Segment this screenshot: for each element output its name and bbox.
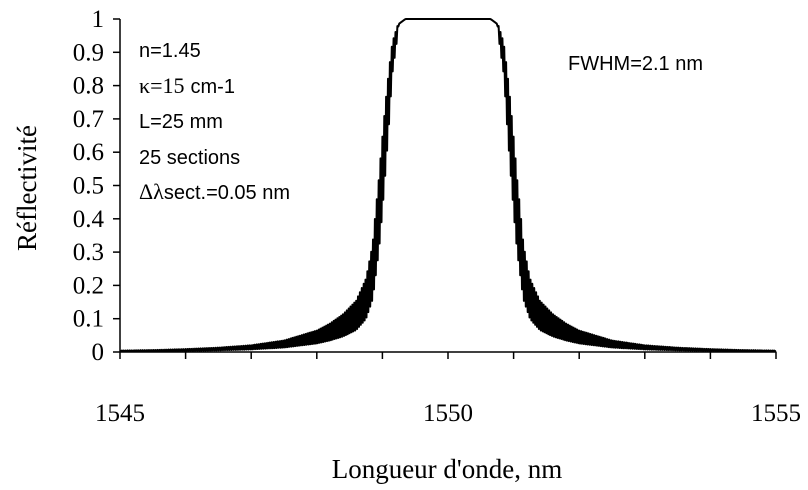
y-axis: 0 0.1 0.2 0.3 0.4 0.5 0.6 0.7 0.8 0.9 1: [73, 6, 121, 366]
refractive-index-label: n=1.45: [139, 40, 201, 62]
y-tick-label: 0.8: [73, 73, 104, 100]
x-axis-title: Longueur d'onde, nm: [332, 454, 563, 484]
fwhm-label: FWHM=2.1 nm: [568, 53, 703, 75]
x-tick-label: 1545: [95, 400, 145, 427]
y-tick-label: 0: [92, 339, 105, 366]
y-tick-label: 0.5: [73, 173, 104, 200]
x-tick-label: 1555: [751, 400, 801, 427]
grating-length-label: L=25 mm: [139, 111, 223, 133]
x-axis: 1545 1550 1555: [95, 351, 801, 427]
y-tick-label: 0.1: [73, 306, 104, 333]
y-tick-label: 0.4: [73, 206, 105, 233]
y-tick-label: 0.6: [73, 139, 104, 166]
kappa-unit: cm-1: [191, 76, 235, 98]
parameter-annotations: n=1.45 κ=15 cm-1 L=25 mm 25 sections Δλse…: [139, 40, 703, 204]
y-tick-label: 1: [92, 6, 105, 33]
y-tick-label: 0.7: [73, 106, 104, 133]
delta-lambda-text: sect.=0.05 nm: [164, 182, 290, 204]
sections-label: 25 sections: [139, 147, 240, 169]
kappa-value: κ=15: [139, 73, 185, 98]
coupling-coefficient-label: κ=15 cm-1: [139, 73, 235, 98]
y-axis-title: Réflectivité: [12, 125, 42, 251]
delta-lambda-symbol: Δλ: [139, 179, 164, 204]
reflectivity-series-line: [119, 18, 777, 353]
delta-lambda-label: Δλsect.=0.05 nm: [139, 179, 290, 204]
y-tick-label: 0.3: [73, 239, 104, 266]
y-tick-label: 0.9: [73, 39, 104, 66]
y-tick-label: 0.2: [73, 272, 104, 299]
x-tick-label: 1550: [423, 400, 473, 427]
